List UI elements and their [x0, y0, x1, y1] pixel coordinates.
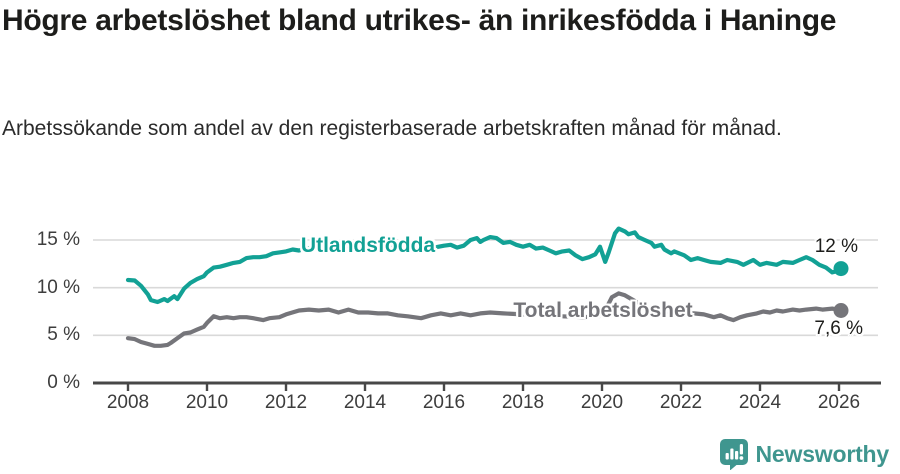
page-title: Högre arbetslöshet bland utrikes- än inr… [2, 4, 837, 37]
series-end-dot-0 [833, 261, 849, 277]
chart-subtitle: Arbetssökande som andel av den registerb… [2, 117, 782, 140]
newsworthy-logo[interactable]: Newsworthy [719, 439, 890, 470]
newsworthy-brand-text: Newsworthy [755, 441, 890, 467]
series-label-utlandsfodda: Utlandsfödda [300, 234, 436, 257]
newsworthy-bubble-icon [719, 439, 748, 470]
series-label-total-arbetsloshet: Total arbetslöshet [513, 299, 693, 322]
end-value-label-total: 7,6 % [814, 318, 863, 339]
series-line-1 [125, 291, 844, 348]
end-value-label-utlandsfodda: 12 % [814, 236, 858, 257]
series-line-0 [125, 226, 844, 305]
series-end-dot-1 [833, 303, 849, 318]
